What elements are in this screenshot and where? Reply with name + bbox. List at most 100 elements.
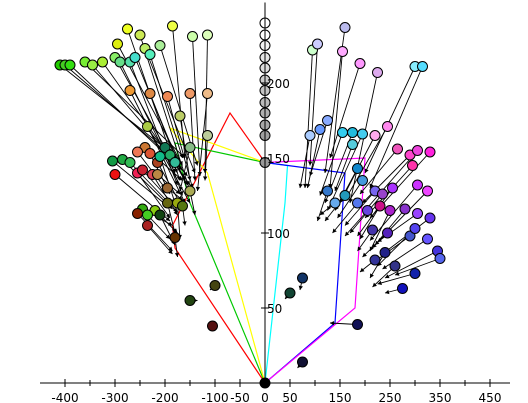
data-point-101 — [404, 230, 416, 242]
arrow-line-109 — [377, 273, 416, 285]
data-point-51 — [154, 209, 166, 221]
arrow-head-56 — [192, 210, 197, 215]
data-point-8 — [134, 29, 146, 41]
data-point-37 — [107, 155, 118, 167]
data-point-105 — [434, 253, 446, 264]
data-point-75 — [382, 121, 393, 132]
arrow-head-111 — [298, 285, 303, 290]
data-point-10 — [154, 40, 166, 51]
arrow-line-27 — [179, 147, 191, 192]
data-point-61 — [339, 22, 351, 33]
data-point-96 — [399, 203, 411, 215]
arrow-head-87 — [370, 236, 375, 241]
data-point-98 — [424, 212, 436, 224]
data-point-5 — [97, 56, 108, 68]
data-point-73 — [357, 128, 368, 140]
data-point-86 — [387, 182, 398, 194]
data-point-19 — [124, 85, 136, 96]
arrow-head-77 — [360, 189, 365, 194]
data-point-91 — [339, 190, 351, 201]
arrow-head-40 — [165, 213, 170, 218]
data-point-32 — [144, 148, 156, 159]
data-point-68 — [322, 115, 333, 126]
data-point-106 — [369, 254, 381, 266]
x-tick-label-4: -50 — [230, 391, 250, 403]
arrow-head-50 — [165, 234, 170, 239]
data-point-99 — [367, 224, 378, 236]
arrow-line-52 — [137, 213, 173, 252]
arrow-head-34 — [173, 168, 178, 173]
arrow-head-84 — [345, 221, 350, 226]
data-point-87 — [412, 179, 423, 191]
arrow-head-109 — [377, 280, 382, 286]
data-point-95 — [384, 205, 396, 216]
arrow-head-13 — [202, 168, 208, 173]
arrow-head-93 — [345, 231, 350, 236]
arrow-line-53 — [147, 225, 173, 255]
x-tick-label-3: -100 — [201, 391, 228, 403]
data-point-43 — [109, 169, 121, 180]
arrow-line-83 — [337, 180, 363, 219]
arrow-head-5 — [185, 180, 190, 185]
arrow-head-26 — [203, 176, 208, 181]
arrow-head-48 — [173, 228, 178, 233]
arrow-line-70 — [299, 135, 311, 189]
arrow-line-42 — [152, 174, 178, 216]
data-point-111 — [297, 272, 308, 284]
arrow-head-99 — [357, 246, 362, 251]
data-point-33 — [154, 151, 166, 162]
arrow-head-66 — [364, 168, 369, 173]
x-tick-label-10: 450 — [479, 391, 502, 403]
data-point-59 — [207, 320, 218, 332]
arrow-line-26 — [204, 135, 208, 181]
arrow-head-53 — [168, 249, 173, 254]
arrow-line-8 — [139, 34, 191, 192]
data-point-55 — [177, 200, 188, 212]
arrow-head-25 — [186, 198, 190, 203]
data-point-35 — [164, 149, 176, 161]
data-point-107 — [379, 247, 391, 258]
data-point-92 — [352, 197, 363, 209]
data-point-23 — [202, 88, 213, 99]
arrow-head-63 — [329, 153, 334, 158]
data-point-65 — [372, 67, 383, 78]
arrow-head-55 — [182, 221, 187, 226]
arrow-head-44 — [175, 189, 180, 194]
arrow-line-62 — [309, 43, 318, 166]
data-point-27 — [184, 142, 196, 153]
arrow-head-62 — [308, 161, 313, 166]
arrow-head-72 — [324, 198, 329, 203]
arrow-head-10 — [194, 161, 199, 166]
arrow-line-66 — [364, 66, 416, 174]
data-point-64 — [337, 46, 348, 57]
arrow-line-104 — [384, 250, 438, 279]
arrow-line-67 — [369, 66, 423, 189]
arrow-head-12 — [197, 171, 202, 176]
arrow-head-90 — [320, 210, 325, 215]
data-point-57 — [209, 280, 221, 291]
arrow-head-60 — [303, 183, 308, 188]
data-point-83 — [357, 175, 368, 186]
arrow-head-113 — [330, 321, 335, 326]
data-point-13 — [202, 29, 213, 41]
arrow-line-22 — [189, 93, 196, 181]
data-point-110 — [397, 283, 408, 294]
data-point-45 — [162, 182, 173, 194]
arrow-line-71 — [319, 132, 343, 196]
y-tick-label-0: 50 — [267, 302, 282, 316]
data-point-41 — [137, 164, 148, 176]
trajectory-line-2 — [168, 126, 266, 384]
arrow-head-43 — [165, 216, 170, 221]
arrow-head-61 — [323, 168, 328, 173]
arrow-head-106 — [360, 267, 365, 272]
data-point-7 — [122, 23, 133, 35]
arrow-line-16 — [129, 61, 178, 186]
arrow-head-39 — [173, 207, 178, 212]
data-point-114 — [297, 356, 308, 368]
arrow-line-94 — [359, 205, 381, 240]
data-point-15 — [114, 56, 126, 68]
y-tick-label-3: 200 — [267, 77, 290, 91]
data-point-22 — [184, 88, 196, 99]
trajectory-line-4 — [264, 161, 346, 384]
